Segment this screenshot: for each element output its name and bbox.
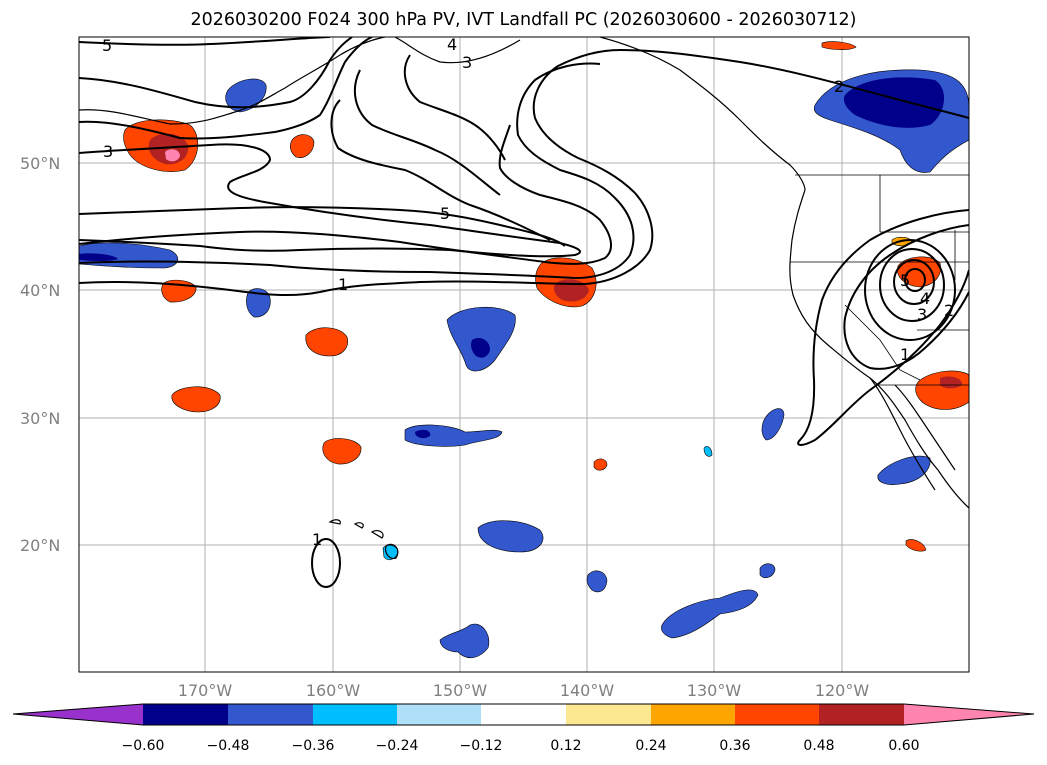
colorbar-tick: −0.48	[207, 738, 250, 754]
colorbar-segment	[651, 704, 735, 725]
contour-line	[79, 143, 581, 258]
pv-blob-positive	[821, 41, 857, 50]
contour-line	[403, 54, 506, 161]
contour-line	[79, 37, 331, 46]
map-title: 2026030200 F024 300 hPa PV, IVT Landfall…	[190, 10, 857, 30]
pv-blob-negative	[586, 570, 608, 593]
contour-label: 5	[900, 271, 910, 290]
contour-label: 3	[103, 142, 113, 161]
contour-line	[353, 69, 501, 196]
contour-line	[79, 206, 566, 247]
contour-line	[79, 124, 612, 265]
ivt-contours	[79, 37, 969, 588]
colorbar-max-extension	[904, 704, 1034, 725]
colorbar-segment	[228, 704, 313, 725]
coastlines	[79, 37, 969, 559]
contour-line	[79, 62, 635, 280]
contour-line	[864, 239, 956, 341]
contour-line	[893, 259, 935, 305]
lon-label: 130°W	[687, 681, 742, 700]
contour-line	[843, 224, 969, 370]
pv-blob-negative	[761, 408, 785, 441]
pv-blob-positive	[593, 458, 608, 471]
contour-line	[904, 268, 926, 292]
colorbar-segment	[566, 704, 651, 725]
colorbar-tick: −0.12	[460, 738, 503, 754]
contour-labels: 5 4 3 3 5 1 2 1 1 2 3 4 5	[102, 35, 954, 549]
contour-line	[797, 209, 969, 446]
latitude-labels: 50°N 40°N 30°N 20°N	[20, 154, 60, 555]
colorbar-tick: 0.48	[803, 738, 834, 754]
contour-label: 3	[917, 305, 927, 324]
colorbar-tick: −0.36	[292, 738, 335, 754]
pv-blob-positive	[290, 134, 315, 158]
contour-label: 5	[440, 204, 450, 223]
lon-label: 140°W	[560, 681, 615, 700]
longitude-labels: 170°W 160°W 150°W 140°W 130°W 120°W	[178, 681, 870, 700]
lat-label: 30°N	[20, 409, 60, 428]
pv-blob-negative-core	[843, 77, 945, 128]
pv-blob-negative	[661, 589, 759, 639]
contour-line	[79, 48, 969, 297]
lat-label: 20°N	[20, 536, 60, 555]
colorbar-segment	[143, 704, 228, 725]
contour-line	[79, 37, 353, 109]
pv-blob-negative	[439, 623, 490, 659]
contour-label: 1	[338, 275, 348, 294]
colorbar-tick: −0.24	[376, 738, 419, 754]
colorbar-tick: 0.60	[888, 738, 919, 754]
map-frame	[78, 36, 970, 673]
pv-blob-positive	[322, 438, 362, 465]
contour-label: 1	[312, 530, 322, 549]
lat-label: 40°N	[20, 281, 60, 300]
colorbar-segment	[819, 704, 904, 725]
contour-label: 1	[900, 345, 910, 364]
colorbar-min-extension	[13, 704, 143, 725]
colorbar-tick: −0.60	[122, 738, 165, 754]
pv-blob-positive	[905, 539, 927, 552]
lon-label: 170°W	[178, 681, 233, 700]
colorbar-segment	[481, 704, 566, 725]
pv-shading	[79, 41, 969, 659]
contour-label: 4	[447, 35, 457, 54]
contour-line	[330, 99, 551, 241]
contour-label: 4	[920, 289, 930, 308]
pv-blob-negative	[477, 520, 544, 553]
pv-blob-negative-core	[415, 429, 431, 439]
lon-label: 160°W	[306, 681, 361, 700]
pv-blob-positive-peak	[165, 149, 180, 162]
lat-label: 50°N	[20, 154, 60, 173]
colorbar-segment	[735, 704, 819, 725]
contour-label: 2	[944, 301, 954, 320]
pv-blob-negative-core	[471, 338, 490, 358]
contour-line	[79, 37, 373, 140]
colorbar-outline	[12, 703, 1035, 726]
colorbar-tick: 0.12	[550, 738, 581, 754]
contour-line	[879, 248, 945, 322]
map-area	[79, 37, 969, 672]
pv-blob-negative	[759, 563, 776, 579]
contour-line	[311, 538, 341, 588]
colorbar-ticks: −0.60 −0.48 −0.36 −0.24 −0.12 0.12 0.24 …	[122, 738, 920, 754]
pv-blob-positive	[171, 386, 221, 413]
colorbar-segment	[313, 704, 397, 725]
colorbar-segment	[397, 704, 481, 725]
pv-blob-negative-core	[79, 253, 118, 261]
pv-blob-negative	[877, 455, 931, 485]
lon-label: 120°W	[815, 681, 870, 700]
pv-blob-negative	[246, 288, 271, 318]
contour-label: 5	[102, 36, 112, 55]
pv-blob-negative	[703, 446, 713, 457]
pv-blob-positive	[897, 256, 941, 288]
contour-label: 3	[462, 53, 472, 72]
colorbar-tick: 0.24	[635, 738, 666, 754]
pv-blob-negative	[404, 424, 503, 447]
contour-label: 2	[834, 77, 844, 96]
colorbar: −0.60 −0.48 −0.36 −0.24 −0.12 0.12 0.24 …	[12, 703, 1035, 754]
lon-label: 150°W	[433, 681, 488, 700]
colorbar-tick: 0.36	[719, 738, 750, 754]
pv-blob-positive	[305, 327, 348, 357]
